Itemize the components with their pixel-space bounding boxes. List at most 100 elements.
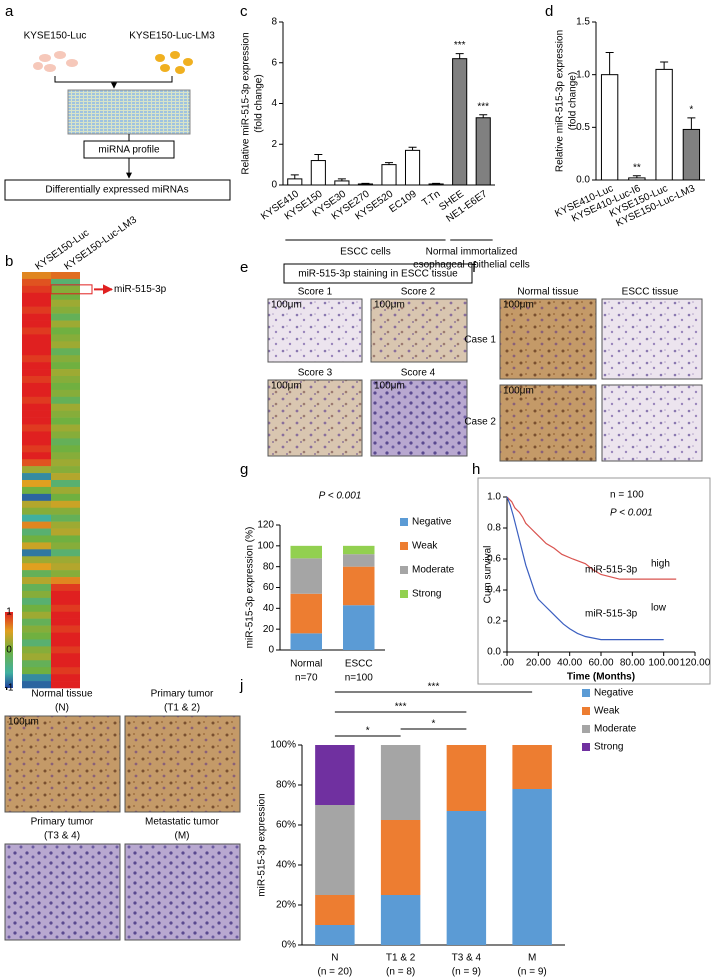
image-title: Normal tissue: [31, 689, 93, 700]
x-tick-label: Normal: [290, 659, 322, 670]
heat-cell: [51, 535, 80, 543]
heat-cell: [51, 625, 80, 633]
image-title: Primary tumor: [151, 689, 214, 700]
step-label: miRNA profile: [98, 145, 160, 156]
x-tick-label: 100.00: [648, 658, 679, 669]
cells: [155, 51, 193, 74]
bar-segment: [343, 554, 375, 567]
heat-cell: [22, 473, 51, 481]
legend-label: Weak: [594, 706, 620, 717]
y-axis-label: miR-515-3p expression (%): [245, 527, 256, 649]
colorbar-label: 0: [6, 645, 12, 656]
colorbar-label: -1: [5, 683, 14, 694]
bar: [452, 58, 468, 186]
y-tick-label: 0: [268, 645, 274, 656]
significance: ***: [454, 40, 466, 51]
legend-label: Negative: [412, 517, 452, 528]
bar-segment: [343, 566, 375, 606]
heat-cell: [51, 403, 80, 411]
y-tick-label: 6: [271, 57, 277, 68]
y-tick-label: 0%: [282, 940, 297, 951]
heat-cell: [22, 299, 51, 307]
heat-cell: [22, 362, 51, 370]
heat-cell: [22, 480, 51, 488]
heat-cell: [51, 590, 80, 599]
heat-cell: [22, 493, 51, 502]
legend-label: Moderate: [412, 565, 455, 576]
y-tick-label: 0.5: [576, 122, 590, 133]
heat-cell: [22, 327, 51, 335]
significance: *: [366, 726, 370, 737]
heat-cell: [51, 459, 80, 467]
heat-cell: [51, 674, 80, 682]
heat-cell: [51, 382, 80, 391]
heat-cell: [51, 334, 80, 342]
error-bar: [314, 153, 323, 161]
panel-label: d: [545, 3, 553, 20]
y-tick-label: 60: [263, 582, 275, 593]
heat-cell: [22, 500, 51, 509]
heat-cell: [51, 445, 80, 453]
bar-segment: [446, 811, 487, 945]
legend-swatch: [582, 689, 590, 697]
heat-cell: [22, 334, 51, 342]
y-tick-label: 1.0: [576, 69, 590, 80]
error-bar: [455, 53, 464, 59]
bar: [655, 68, 673, 181]
y-axis-label: Cum survival: [483, 546, 494, 604]
survival-curve: [506, 496, 677, 580]
legend-label: Weak: [412, 541, 438, 552]
error-bar: [605, 52, 614, 75]
cell-line: KYSE150-Luc: [24, 31, 87, 42]
annotation: P < 0.001: [319, 491, 362, 502]
micrograph: [4, 843, 121, 941]
heat-cell: [51, 632, 80, 640]
heat-cell: [22, 424, 51, 432]
heat-cell: [51, 486, 80, 495]
heat-cell: [22, 667, 51, 675]
y-tick-label: 0.0: [576, 175, 590, 186]
heat-cell: [22, 660, 51, 668]
y-tick-label: 20%: [276, 900, 296, 911]
heat-cell: [51, 653, 80, 661]
image-title: Primary tumor: [31, 817, 94, 828]
heat-cell: [22, 320, 51, 328]
heat-cell: [22, 389, 51, 398]
heat-cell: [22, 584, 51, 592]
heat-cell: [22, 514, 51, 522]
annotation: n = 100: [610, 490, 644, 501]
bar: [334, 180, 350, 186]
heat-cell: [22, 459, 51, 467]
bar: [682, 128, 701, 181]
heat-cell: [22, 431, 51, 439]
heat-cell: [22, 417, 51, 425]
heat-cell: [22, 507, 51, 515]
image-title: Metastatic tumor: [145, 817, 220, 828]
heat-cell: [22, 285, 51, 294]
bar-segment: [380, 820, 421, 895]
heat-cell: [22, 396, 51, 405]
heat-cell: [51, 341, 80, 349]
y-tick-label: 4: [271, 98, 277, 109]
heat-cell: [22, 438, 51, 446]
bar-segment: [315, 745, 355, 805]
bar-segment: [315, 895, 355, 925]
cell-line: KYSE150-Luc-LM3: [129, 31, 215, 42]
legend-swatch: [400, 590, 408, 598]
heat-cell: [51, 480, 80, 488]
y-tick-label: 40: [263, 603, 275, 614]
y-axis-label: Relative miR-515-3p expression: [241, 32, 252, 174]
heat-cell: [51, 376, 80, 384]
connector: [54, 76, 173, 88]
bar-segment: [512, 789, 552, 945]
heat-cell: [22, 369, 51, 377]
heat-cell: [22, 674, 51, 682]
bar: [381, 164, 397, 186]
significance: **: [633, 162, 641, 173]
heat-cell: [51, 285, 80, 294]
heat-cell: [51, 306, 80, 314]
heat-cell: [51, 431, 80, 439]
y-tick-label: 100: [257, 540, 274, 551]
bar-segment: [380, 895, 421, 945]
y-tick-label: 20: [263, 624, 275, 635]
